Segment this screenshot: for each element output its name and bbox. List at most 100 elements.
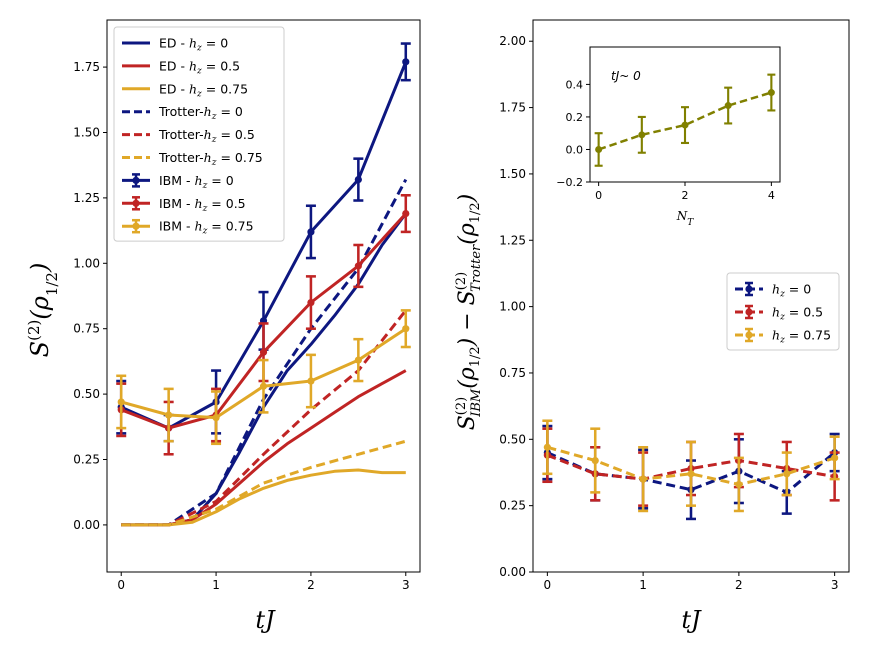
left-series — [116, 42, 411, 527]
inset-xtick-label: 0 — [595, 189, 602, 202]
right-xtick-label: 2 — [735, 578, 743, 592]
left-ytick-label: 1.25 — [73, 191, 100, 205]
legend-label: hz = 0.75 — [772, 328, 831, 346]
right-ytick-label: 1.00 — [499, 300, 526, 314]
legend-item: IBM - hz = 0.5 — [122, 196, 246, 214]
data-point — [307, 298, 315, 307]
data-point — [724, 102, 732, 110]
data-point — [639, 475, 647, 483]
right-ytick-label: 0.75 — [499, 366, 526, 380]
data-point — [354, 262, 362, 270]
left-xtick-label: 1 — [212, 578, 220, 592]
right-plot-frame — [532, 19, 850, 573]
left-ytick-label: 0.75 — [73, 322, 100, 336]
right-ytick-label: 0.00 — [499, 565, 526, 579]
legend-item: ED - hz = 0 — [122, 36, 228, 54]
data-point — [402, 209, 410, 218]
left-ytick-label: 0.00 — [73, 518, 100, 532]
data-point — [307, 228, 315, 236]
legend-item: IBM - hz = 0 — [122, 173, 234, 191]
inset-y-axis: −0.2 0.0 0.2 0.4 — [556, 78, 590, 189]
inset-ytick-label: 0.2 — [566, 111, 584, 124]
data-point — [543, 443, 551, 451]
right-ytick-label: 1.25 — [499, 233, 526, 247]
inset-series — [594, 73, 776, 167]
data-point — [354, 175, 362, 184]
left-legend-box — [113, 26, 285, 242]
right-ytick-label: 2.00 — [499, 34, 526, 48]
left-xtick-label: 2 — [307, 578, 315, 592]
legend-label: Trotter-hz = 0 — [158, 104, 243, 122]
data-point — [402, 58, 410, 66]
legend-item: ED - hz = 0.75 — [122, 81, 248, 99]
legend-label: ED - hz = 0.75 — [159, 81, 248, 99]
left-xtick-label: 0 — [117, 578, 125, 592]
right-legend-box — [726, 272, 840, 351]
data-point — [595, 145, 603, 153]
legend-item: hz = 0 — [735, 282, 811, 300]
left-y-label: S(2)(ρ1/2) — [25, 263, 61, 358]
inset-annotation: tJ~ 0 — [611, 69, 641, 83]
legend-item: IBM - hz = 0.75 — [122, 219, 254, 237]
right-xtick-label: 3 — [831, 578, 839, 592]
right-y-axis: 0.00 0.25 0.50 0.75 1.00 1.25 1.50 1.75 2.00 — [499, 34, 533, 579]
legend-item: hz = 0.75 — [735, 328, 831, 346]
left-plot-frame — [106, 19, 421, 573]
right-ytick-label: 0.50 — [499, 432, 526, 446]
legend-item: ED - hz = 0.5 — [122, 58, 240, 76]
legend-label: Trotter-hz = 0.75 — [158, 150, 263, 168]
inset-xtick-label: 2 — [682, 189, 689, 202]
data-point — [735, 480, 743, 489]
inset-xtick-label: 4 — [768, 189, 775, 202]
right-ytick-label: 0.25 — [499, 499, 526, 513]
right-ytick-label: 1.75 — [499, 101, 526, 115]
left-x-label: tJ — [255, 606, 276, 634]
right-legend: hz = 0 hz = 0.5 hz = 0.75 — [726, 272, 840, 351]
data-point — [402, 325, 410, 333]
left-ytick-label: 0.25 — [73, 453, 100, 467]
left-legend: ED - hz = 0 ED - hz = 0.5 ED - hz = 0.75 Tr… — [113, 26, 285, 242]
data-point — [259, 348, 268, 356]
inset-ytick-label: −0.2 — [556, 176, 583, 189]
legend-item: hz = 0.5 — [735, 305, 823, 323]
right-x-axis: 0 1 2 3 — [544, 572, 839, 592]
left-x-axis: 0 1 2 3 — [117, 572, 410, 592]
legend-label: hz = 0 — [772, 282, 811, 300]
legend-label: IBM - hz = 0 — [159, 173, 234, 191]
data-point — [638, 131, 646, 139]
series-line — [121, 468, 406, 527]
data-point — [681, 121, 689, 129]
right-y-label: S(2)IBM(ρ1/2) − S(2)Trotter(ρ1/2) — [454, 194, 484, 431]
inset-ytick-label: 0.0 — [566, 143, 584, 156]
data-point — [212, 414, 220, 422]
data-point — [307, 377, 315, 385]
data-point — [831, 454, 839, 462]
legend-item: Trotter-hz = 0 — [122, 104, 243, 122]
legend-label: ED - hz = 0 — [159, 36, 228, 54]
left-y-axis: 0.00 0.25 0.50 0.75 1.00 1.25 1.50 1.75 — [73, 60, 107, 532]
legend-label: hz = 0.5 — [772, 305, 823, 323]
data-point — [591, 456, 599, 465]
inset-x-label: NT — [676, 209, 695, 228]
legend-label: IBM - hz = 0.75 — [159, 219, 254, 237]
left-ytick-label: 1.75 — [73, 60, 100, 74]
series-line — [121, 439, 407, 527]
left-ytick-label: 1.00 — [73, 256, 100, 270]
legend-label: Trotter-hz = 0.5 — [158, 127, 255, 145]
right-ytick-label: 1.50 — [499, 167, 526, 181]
legend-item: Trotter-hz = 0.75 — [122, 150, 263, 168]
inset-panel: 0 2 4 −0.2 0.0 0.2 0.4 tJ~ 0 NT — [556, 46, 781, 228]
left-xtick-label: 3 — [402, 578, 410, 592]
data-point — [767, 89, 775, 97]
data-point — [117, 398, 125, 406]
left-ytick-label: 1.50 — [73, 125, 100, 139]
left-panel: 0 1 2 3 0.00 0.25 0.50 0.75 1.00 1.25 1.50 1.75 tJ… — [25, 19, 421, 634]
legend-item: Trotter-hz = 0.5 — [122, 127, 255, 145]
left-ytick-label: 0.50 — [73, 387, 100, 401]
data-point — [165, 411, 173, 419]
inset-x-axis: 0 2 4 — [595, 182, 775, 202]
data-point — [687, 470, 695, 478]
right-x-label: tJ — [681, 606, 702, 634]
